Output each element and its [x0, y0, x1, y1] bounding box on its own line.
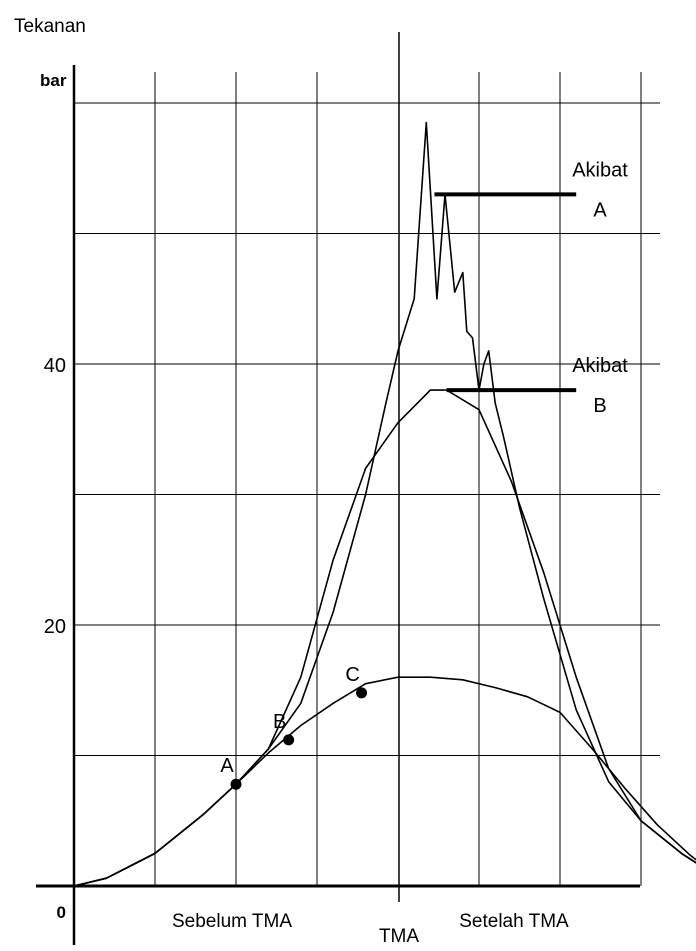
y-axis-unit: bar — [40, 71, 67, 90]
chart-labels: Tekanan bar Sebelum TMA TMA Setelah TMA … — [14, 16, 569, 947]
y-tick-label: 0 — [57, 903, 66, 922]
pressure-curve-knock — [73, 121, 696, 887]
ignition-point-marker — [283, 734, 295, 746]
annotation-label-letter: A — [593, 199, 607, 221]
pressure-curve-early — [73, 389, 696, 887]
ignition-point-marker — [230, 778, 242, 790]
ignition-point-label: B — [273, 711, 286, 733]
y-tick-label: 40 — [44, 355, 66, 377]
x-label-after-tdc: Setelah TMA — [459, 911, 569, 932]
annotation-label-letter: B — [593, 395, 606, 417]
x-label-tdc: TMA — [379, 926, 419, 947]
pressure-curves — [73, 121, 696, 887]
y-axis-title: Tekanan — [14, 16, 86, 37]
ignition-point-label: A — [220, 755, 234, 777]
annotation-label: Akibat — [572, 159, 628, 181]
ignition-point-label: C — [345, 664, 359, 686]
chart-annotations: Akibat A Akibat B — [434, 159, 628, 417]
ignition-point-marker — [356, 687, 368, 699]
chart-axes — [36, 32, 640, 945]
y-tick-label: 20 — [44, 616, 66, 638]
chart-grid — [74, 72, 660, 886]
pressure-curve-normal — [73, 676, 696, 887]
annotation-label: Akibat — [572, 355, 628, 377]
x-label-before-tdc: Sebelum TMA — [172, 911, 292, 932]
